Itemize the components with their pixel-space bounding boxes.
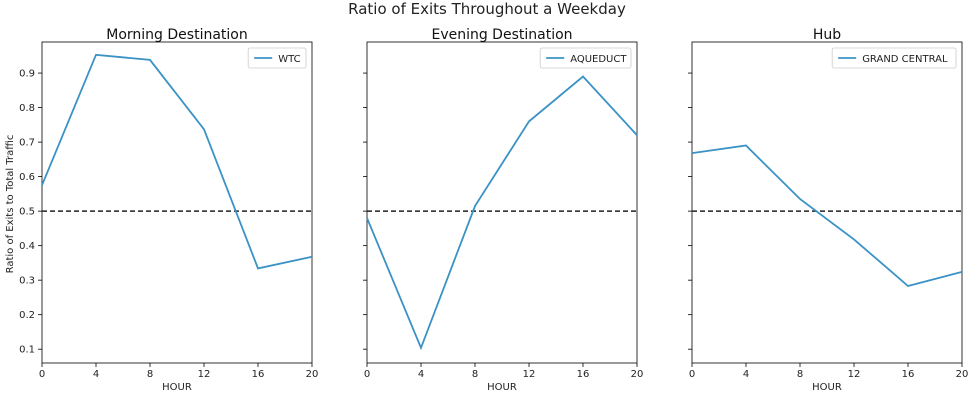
legend-label: WTC <box>278 54 300 65</box>
y-tick-label: 0.1 <box>19 345 35 356</box>
panel-title: Morning Destination <box>106 27 247 43</box>
y-tick-label: 0.4 <box>19 241 35 252</box>
x-axis-label: HOUR <box>162 382 192 393</box>
legend: WTC <box>247 47 307 69</box>
x-tick-label: 12 <box>523 369 536 380</box>
panel-2: Evening Destination 0 4 8 12 16 20 HOUR AQUEDUCT <box>363 27 643 393</box>
x-tick-label: 0 <box>39 369 45 380</box>
plot-frame <box>366 41 638 364</box>
y-axis-label: Ratio of Exits to Total Traffic <box>5 135 16 274</box>
x-tick-label: 8 <box>472 369 478 380</box>
legend-box <box>539 47 632 69</box>
series-line <box>41 53 313 270</box>
x-tick-label: 12 <box>198 369 211 380</box>
x-tick-label: 4 <box>418 369 424 380</box>
panel-1: Morning Destination 0.1 0.2 0.3 0.4 0.5 0.6 0.7… <box>19 27 318 393</box>
x-tick-label: 20 <box>631 369 644 380</box>
x-tick-label: 20 <box>306 369 319 380</box>
x-tick-label: 4 <box>743 369 749 380</box>
legend: AQUEDUCT <box>539 47 632 69</box>
panel-title: Hub <box>813 27 841 43</box>
legend-label: AQUEDUCT <box>570 54 627 65</box>
figure-title: Ratio of Exits Throughout a Weekday <box>348 0 626 18</box>
legend-label: GRAND CENTRAL <box>862 54 948 65</box>
x-tick-label: 16 <box>577 369 590 380</box>
panel-3: Hub 0 4 8 12 16 20 HOUR GRAND CENTRAL <box>688 27 968 393</box>
panels: Morning Destination 0.1 0.2 0.3 0.4 0.5 0.6 0.7… <box>19 27 968 393</box>
x-tick-label: 8 <box>147 369 153 380</box>
y-tick-label: 0.5 <box>19 207 35 218</box>
x-tick-label: 0 <box>689 369 695 380</box>
x-tick-label: 8 <box>797 369 803 380</box>
y-tick-label: 0.7 <box>19 138 35 149</box>
panel-title: Evening Destination <box>431 27 572 43</box>
x-axis-label: HOUR <box>487 382 517 393</box>
x-tick-label: 16 <box>252 369 265 380</box>
x-tick-label: 16 <box>902 369 915 380</box>
x-tick-label: 20 <box>956 369 969 380</box>
y-tick-label: 0.2 <box>19 310 35 321</box>
x-tick-label: 4 <box>93 369 99 380</box>
x-tick-label: 12 <box>848 369 861 380</box>
legend-box <box>831 47 957 69</box>
x-tick-label: 0 <box>364 369 370 380</box>
y-tick-label: 0.9 <box>19 69 35 80</box>
y-tick-label: 0.8 <box>19 103 35 114</box>
plot-frame <box>41 41 313 364</box>
series-line <box>366 75 638 351</box>
x-axis-label: HOUR <box>812 382 842 393</box>
y-tick-label: 0.3 <box>19 276 35 287</box>
y-tick-label: 0.6 <box>19 172 35 183</box>
legend-box <box>247 47 307 69</box>
plot-frame <box>691 41 963 364</box>
series-line <box>691 144 963 287</box>
legend: GRAND CENTRAL <box>831 47 957 69</box>
